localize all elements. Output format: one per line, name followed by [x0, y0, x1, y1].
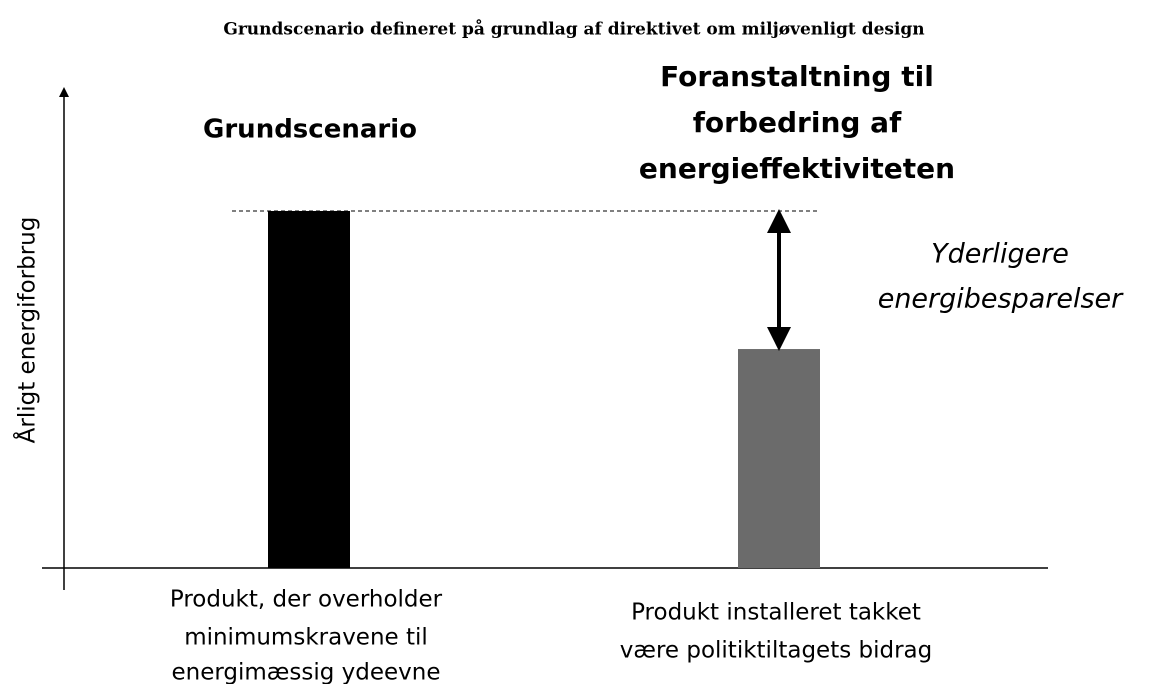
x-tick-label: minimumskravene til	[184, 625, 428, 651]
annotation: energibesparelser	[878, 284, 1124, 315]
x-tick-label: energimæssig ydeevne	[171, 660, 440, 684]
bar	[268, 211, 350, 568]
x-tick-label: Produkt, der overholder	[170, 587, 443, 613]
chart-title: Grundscenario defineret på grundlag af d…	[223, 19, 924, 40]
y-axis-label: Årligt energiforbrug	[13, 217, 41, 444]
annotation: Grundscenario	[203, 115, 417, 145]
x-tick-label: Produkt installeret takket	[631, 600, 921, 626]
annotation: energieffektiviteten	[639, 152, 955, 185]
x-tick-label: være politiktiltagets bidrag	[620, 638, 933, 664]
annotation: forbedring af	[693, 106, 902, 139]
bar	[738, 349, 820, 568]
annotation: Foranstaltning til	[660, 60, 934, 93]
annotation: Yderligere	[931, 239, 1069, 270]
